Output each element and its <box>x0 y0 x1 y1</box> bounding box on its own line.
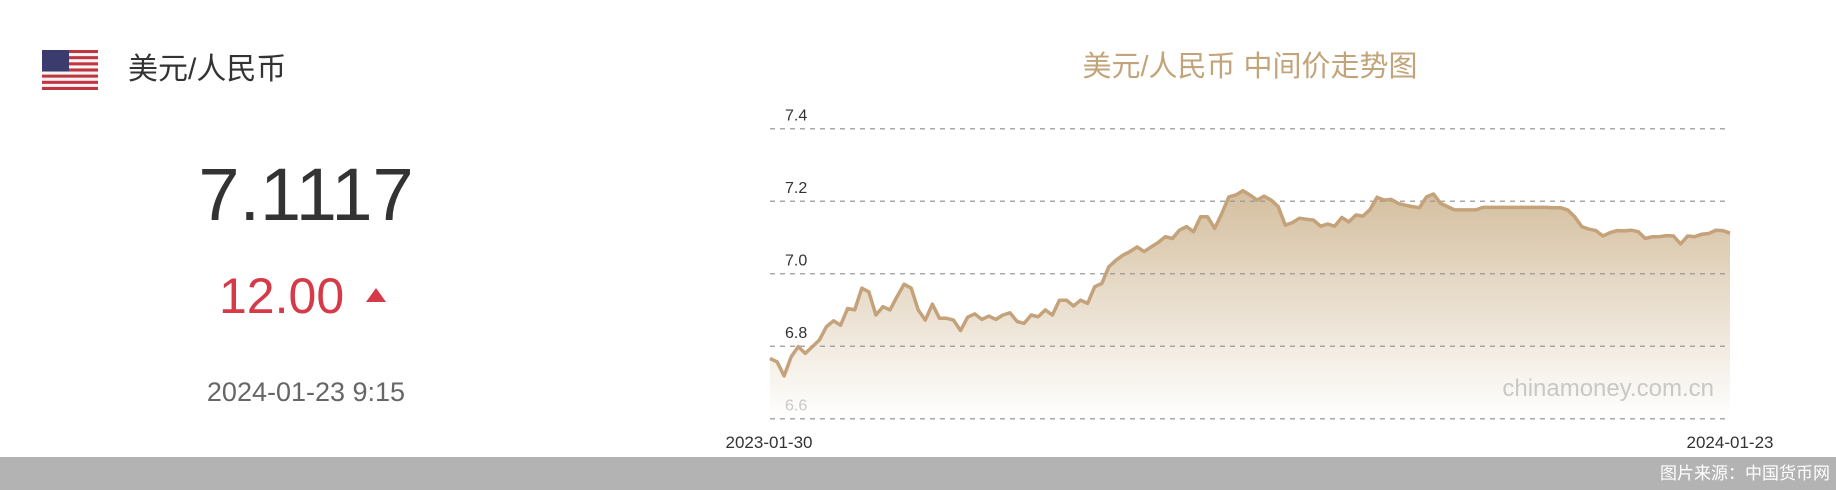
x-tick-label: 2023-01-30 <box>726 433 813 452</box>
rate-series-line <box>769 188 1731 378</box>
chart-title: 美元/人民币 中间价走势图 <box>1082 51 1418 83</box>
footer-bar: 图片来源：中国货币网 <box>0 457 1836 490</box>
rate-datetime: 2024-01-23 9:15 <box>206 377 406 407</box>
us-flag-icon <box>42 50 98 90</box>
current-rate: 7.1117 <box>198 153 414 236</box>
currency-pair-title: 美元/人民币 <box>128 53 287 86</box>
rate-change: 12.00 <box>219 268 345 324</box>
y-tick-label: 7.0 <box>785 253 807 270</box>
watermark: chinamoney.com.cn <box>1502 375 1714 402</box>
rate-area-fill <box>770 190 1730 419</box>
y-tick-label: 6.8 <box>785 325 807 342</box>
x-tick-label: 2024-01-23 <box>1687 433 1774 452</box>
y-tick-label: 7.2 <box>785 180 807 197</box>
image-source: 图片来源：中国货币网 <box>1660 464 1830 483</box>
y-tick-label: 7.4 <box>785 108 807 125</box>
up-arrow-icon <box>366 288 386 302</box>
y-tick-label: 6.6 <box>785 398 807 415</box>
